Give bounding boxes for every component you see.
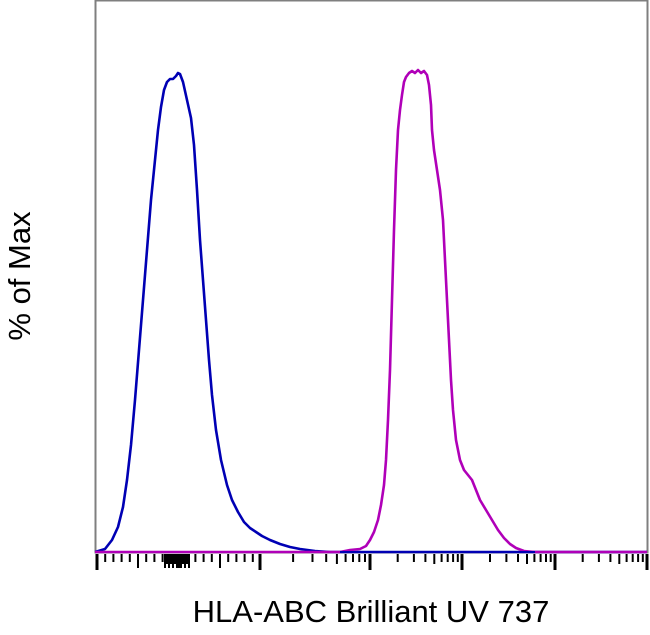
stained-histogram-line xyxy=(95,68,647,554)
control-histogram-line xyxy=(94,71,647,554)
y-axis-label: % of Max xyxy=(0,0,40,552)
x-axis-label: HLA-ABC Brilliant UV 737 xyxy=(192,594,550,629)
y-axis-label-text: % of Max xyxy=(2,211,37,341)
x-axis-ticks xyxy=(95,554,649,570)
plot-frame xyxy=(94,0,649,554)
